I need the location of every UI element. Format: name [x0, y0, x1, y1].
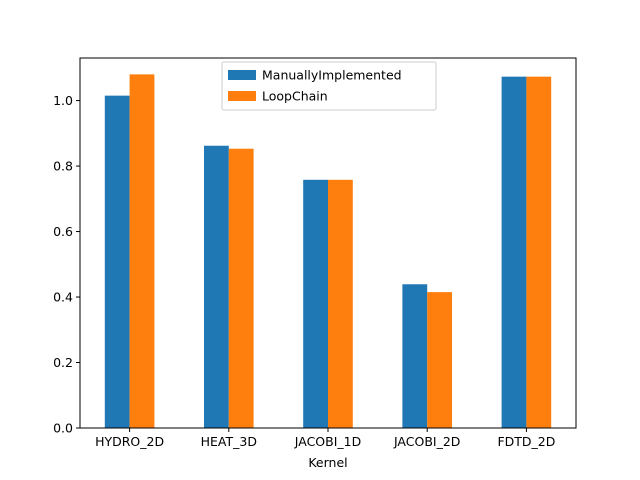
y-tick-label: 0.4 [53, 290, 73, 305]
y-tick-label: 0.6 [53, 224, 73, 239]
legend: ManuallyImplemented LoopChain [221, 61, 437, 111]
y-axis: 0.0 0.2 0.4 0.6 0.8 1.0 [53, 93, 80, 436]
x-tick-label: JACOBI_1D [294, 434, 361, 449]
x-axis-label: Kernel [308, 455, 347, 470]
legend-label-series-2: LoopChain [262, 89, 328, 104]
bar-jacobi-1d-series-1 [303, 179, 328, 428]
y-tick-label: 1.0 [53, 93, 73, 108]
bar-jacobi-2d-series-2 [427, 292, 452, 428]
bar-hydro-2d-series-2 [129, 74, 155, 429]
x-tick-label: JACOBI_2D [393, 434, 460, 449]
bar-jacobi-2d-series-1 [402, 284, 428, 428]
x-tick-label: HYDRO_2D [95, 434, 164, 449]
y-tick-label: 0.8 [53, 159, 73, 174]
y-tick-label: 0.2 [53, 355, 73, 370]
bar-jacobi-1d-series-2 [328, 179, 353, 428]
bar-heat-3d-series-1 [204, 145, 229, 428]
bar-fdtd-2d-series-1 [501, 76, 527, 428]
legend-box [221, 61, 437, 111]
x-tick-label: HEAT_3D [201, 434, 257, 449]
legend-swatch-series-1 [228, 70, 256, 80]
bar-heat-3d-series-2 [228, 148, 254, 428]
x-tick-label: FDTD_2D [497, 434, 555, 449]
bar-hydro-2d-series-1 [104, 95, 130, 429]
plot-frame [79, 57, 577, 429]
legend-label-series-1: ManuallyImplemented [262, 68, 402, 83]
bars-group [104, 74, 552, 429]
y-tick-label: 0.0 [53, 421, 73, 436]
bar-fdtd-2d-series-2 [526, 76, 552, 428]
legend-swatch-series-2 [228, 91, 256, 101]
x-axis: HYDRO_2D HEAT_3D JACOBI_1D JACOBI_2D FDTD_2D [95, 428, 555, 449]
